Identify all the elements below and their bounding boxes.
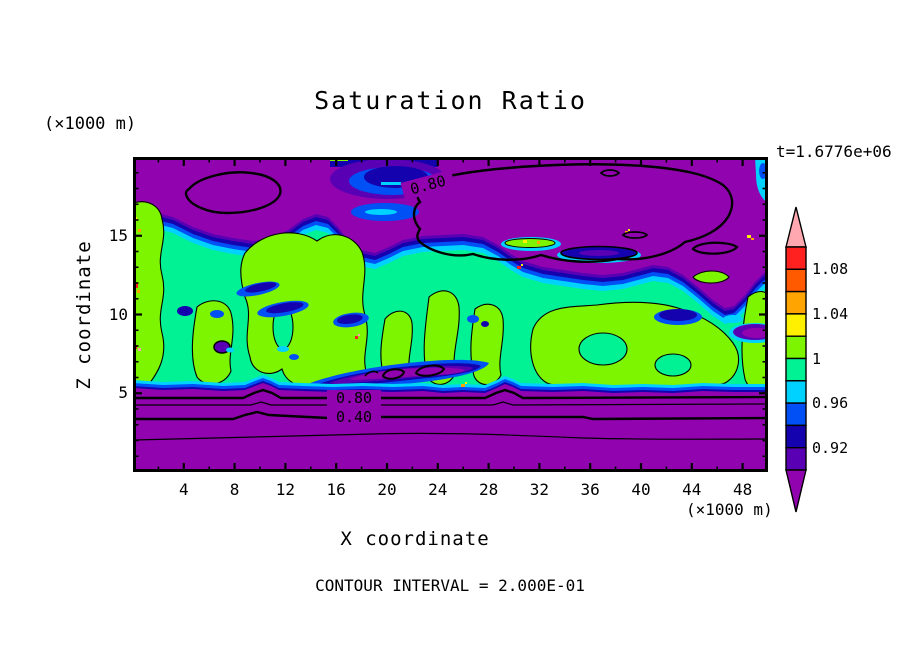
colorbar-segment bbox=[785, 357, 807, 382]
colorbar-tick-label: 1.08 bbox=[812, 260, 849, 279]
x-axis-title: X coordinate bbox=[340, 528, 490, 550]
z-tick-label: 5 bbox=[118, 383, 128, 403]
x-tick-label: 16 bbox=[326, 480, 346, 499]
x-tick-label: 44 bbox=[682, 480, 702, 499]
colorbar-segment bbox=[785, 446, 807, 471]
colorbar-segment bbox=[785, 424, 807, 449]
colorbar-tick-label: 1.04 bbox=[812, 304, 849, 323]
colorbar-tick-label: 0.96 bbox=[812, 394, 849, 413]
colorbar-segment bbox=[785, 268, 807, 293]
x-tick-label: 8 bbox=[229, 480, 240, 499]
upper-purple-band bbox=[133, 157, 768, 324]
scattered-moist-dry-patches bbox=[177, 237, 768, 360]
x-tick-label: 32 bbox=[529, 480, 550, 499]
colorbar-upper-arrow bbox=[785, 206, 807, 248]
x-tick-label: 4 bbox=[178, 480, 189, 499]
z-tick-label: 15 bbox=[108, 225, 128, 245]
x-tick-label: 20 bbox=[377, 480, 397, 499]
x-tick-label: 28 bbox=[478, 480, 499, 499]
contour-label-0-80-lower: 0.80 bbox=[336, 389, 372, 407]
colorbar-lower-arrow bbox=[785, 469, 807, 513]
colorbar-segment bbox=[785, 402, 807, 427]
page-title: Saturation Ratio bbox=[314, 86, 587, 115]
colorbar-tick-label: 1 bbox=[812, 349, 822, 368]
x-tick-label: 12 bbox=[275, 480, 296, 499]
x-tick-label: 36 bbox=[580, 480, 600, 499]
colorbar-segment bbox=[785, 290, 807, 315]
colorbar-segment bbox=[785, 335, 807, 360]
timestamp-label: t=1.6776e+06 bbox=[776, 142, 892, 161]
contour-interval-caption: CONTOUR INTERVAL = 2.000E-01 bbox=[315, 576, 585, 595]
colorbar-tick-label: 0.92 bbox=[812, 438, 849, 457]
mid-level-dry-patch bbox=[299, 359, 489, 392]
contour-label-0-40-lower: 0.40 bbox=[336, 408, 372, 426]
x-tick-label: 24 bbox=[428, 480, 448, 499]
plot-frame bbox=[133, 157, 768, 472]
colorbar-segment bbox=[785, 246, 807, 270]
colorbar-segment bbox=[785, 380, 807, 404]
x-axis-unit-label: (×1000 m) bbox=[686, 500, 773, 519]
z-axis-unit-label: (×1000 m) bbox=[44, 114, 137, 134]
colorbar bbox=[785, 206, 807, 513]
x-tick-label: 40 bbox=[631, 480, 651, 499]
colorbar-segment bbox=[785, 313, 807, 337]
z-tick-label: 10 bbox=[108, 304, 128, 324]
contour-plot-area: 0.80 0.40 bbox=[133, 157, 768, 472]
x-tick-label: 48 bbox=[732, 480, 753, 499]
lower-contour-lines: 0.80 0.40 bbox=[133, 388, 768, 441]
lower-purple-band bbox=[133, 375, 768, 472]
